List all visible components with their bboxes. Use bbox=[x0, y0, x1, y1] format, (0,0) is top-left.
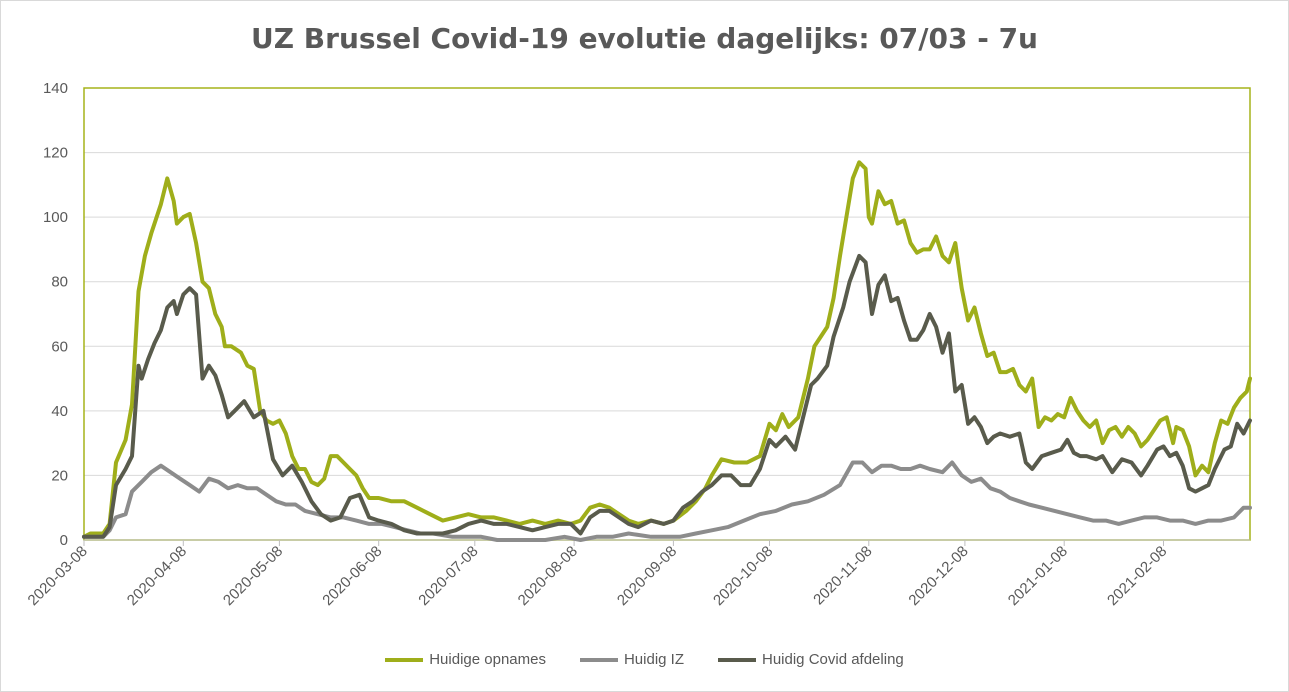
x-tick-label: 2020-09-08 bbox=[614, 543, 680, 609]
x-tick-label: 2020-04-08 bbox=[124, 543, 190, 609]
y-tick-label: 100 bbox=[43, 209, 68, 226]
x-tick-label: 2020-05-08 bbox=[220, 543, 286, 609]
y-tick-label: 40 bbox=[51, 403, 68, 420]
series-line-2 bbox=[82, 253, 1252, 539]
y-tick-label: 0 bbox=[60, 532, 68, 549]
y-axis: 0 20 40 60 80 100 120 140 bbox=[43, 80, 68, 549]
y-tick-label: 80 bbox=[51, 274, 68, 291]
gridlines bbox=[84, 152, 1250, 476]
legend-swatch bbox=[718, 657, 756, 662]
y-tick-label: 60 bbox=[51, 338, 68, 355]
x-tick-label: 2020-11-08 bbox=[810, 543, 875, 608]
legend-label: Huidige opnames bbox=[429, 651, 546, 668]
legend-swatch bbox=[385, 657, 424, 662]
series-line-0 bbox=[82, 160, 1252, 539]
series-lines bbox=[82, 160, 1252, 542]
legend-item: Huidig IZ bbox=[579, 651, 684, 668]
legend-swatch bbox=[579, 657, 618, 662]
x-tick-label: 2020-12-08 bbox=[905, 543, 971, 609]
x-tick-label: 2020-07-08 bbox=[415, 543, 481, 609]
legend-label: Huidig IZ bbox=[623, 651, 684, 668]
chart-title: UZ Brussel Covid-19 evolutie dagelijks: … bbox=[251, 22, 1038, 55]
y-tick-label: 120 bbox=[43, 145, 68, 162]
x-tick-label: 2021-01-08 bbox=[1005, 543, 1071, 609]
y-tick-label: 20 bbox=[51, 467, 68, 484]
plot-area-border bbox=[83, 87, 1251, 541]
x-tick-label: 2020-03-08 bbox=[25, 543, 91, 609]
legend-label: Huidig Covid afdeling bbox=[762, 651, 904, 668]
x-tick-label: 2020-08-08 bbox=[515, 543, 581, 609]
x-tick-label: 2020-10-08 bbox=[710, 543, 776, 609]
series-line-1 bbox=[82, 460, 1252, 542]
y-tick-label: 140 bbox=[43, 80, 68, 97]
x-tick-label: 2020-06-08 bbox=[319, 543, 385, 609]
legend-item: Huidig Covid afdeling bbox=[718, 651, 904, 668]
legend-item: Huidige opnames bbox=[385, 651, 546, 668]
x-tick-label: 2021-02-08 bbox=[1104, 543, 1170, 609]
x-axis: 2020-03-08 2020-04-08 2020-05-08 2020-06-08… bbox=[25, 539, 1250, 609]
legend: Huidige opnames Huidig IZ Huidig Covid afd… bbox=[0, 651, 1289, 668]
